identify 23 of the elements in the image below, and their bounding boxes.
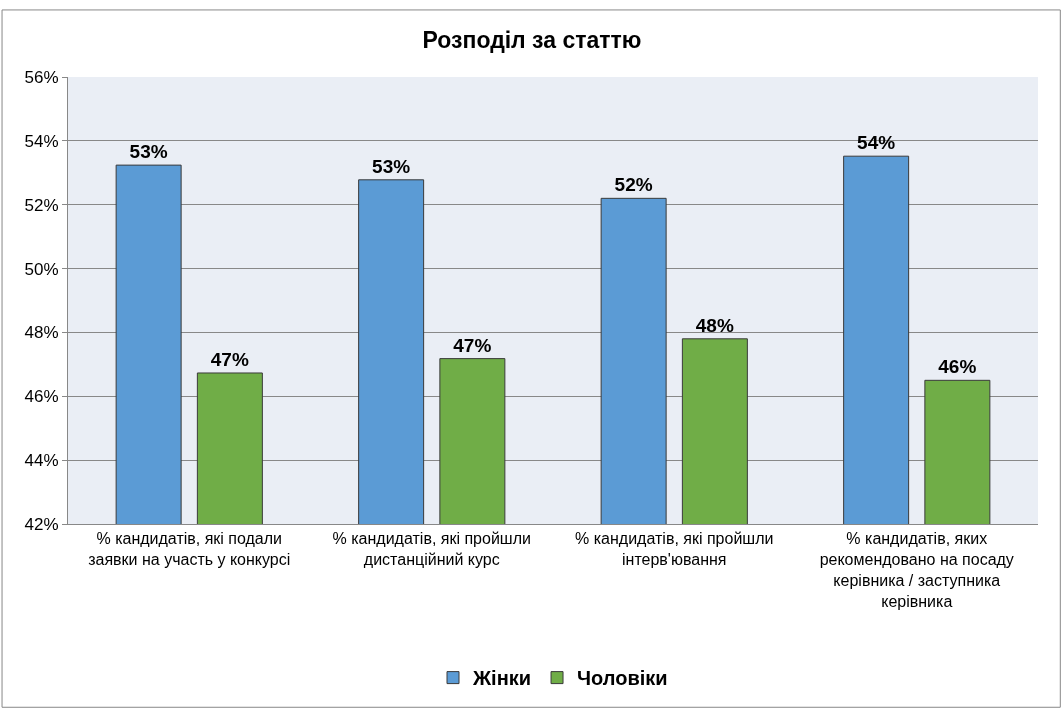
y-tick-label: 54% (24, 131, 59, 151)
data-label: 47% (210, 348, 249, 370)
legend-label: Жінки (472, 667, 532, 690)
y-tick-label: 44% (24, 451, 59, 471)
x-tick-label: % кандидатів, які пройшли дистанційний курс (332, 530, 531, 568)
y-tick-label: 52% (24, 195, 59, 215)
data-label: 54% (857, 132, 896, 154)
legend-label: Чоловіки (577, 667, 668, 690)
y-tick-label: 42% (24, 514, 59, 534)
data-label: 53% (129, 141, 168, 163)
data-label: 46% (938, 356, 977, 378)
data-label: 53% (372, 155, 411, 177)
y-tick-label: 46% (24, 387, 59, 407)
chart-title: Розподіл за статтю (422, 27, 642, 54)
y-tick-label: 50% (24, 259, 59, 279)
x-tick-label: % кандидатів, яких рекомендовано на посаду керівника / заступника керівника (819, 530, 1014, 610)
data-label: 47% (453, 334, 492, 356)
y-tick-label: 56% (24, 67, 59, 87)
data-label: 52% (614, 174, 653, 196)
data-label: 48% (695, 314, 734, 336)
x-tick-label: % кандидатів, які пройшли інтерв'ювання (575, 530, 774, 568)
y-tick-label: 48% (24, 323, 59, 343)
x-tick-label: % кандидатів, які подали заявки на участь у конкурсі (88, 530, 291, 568)
